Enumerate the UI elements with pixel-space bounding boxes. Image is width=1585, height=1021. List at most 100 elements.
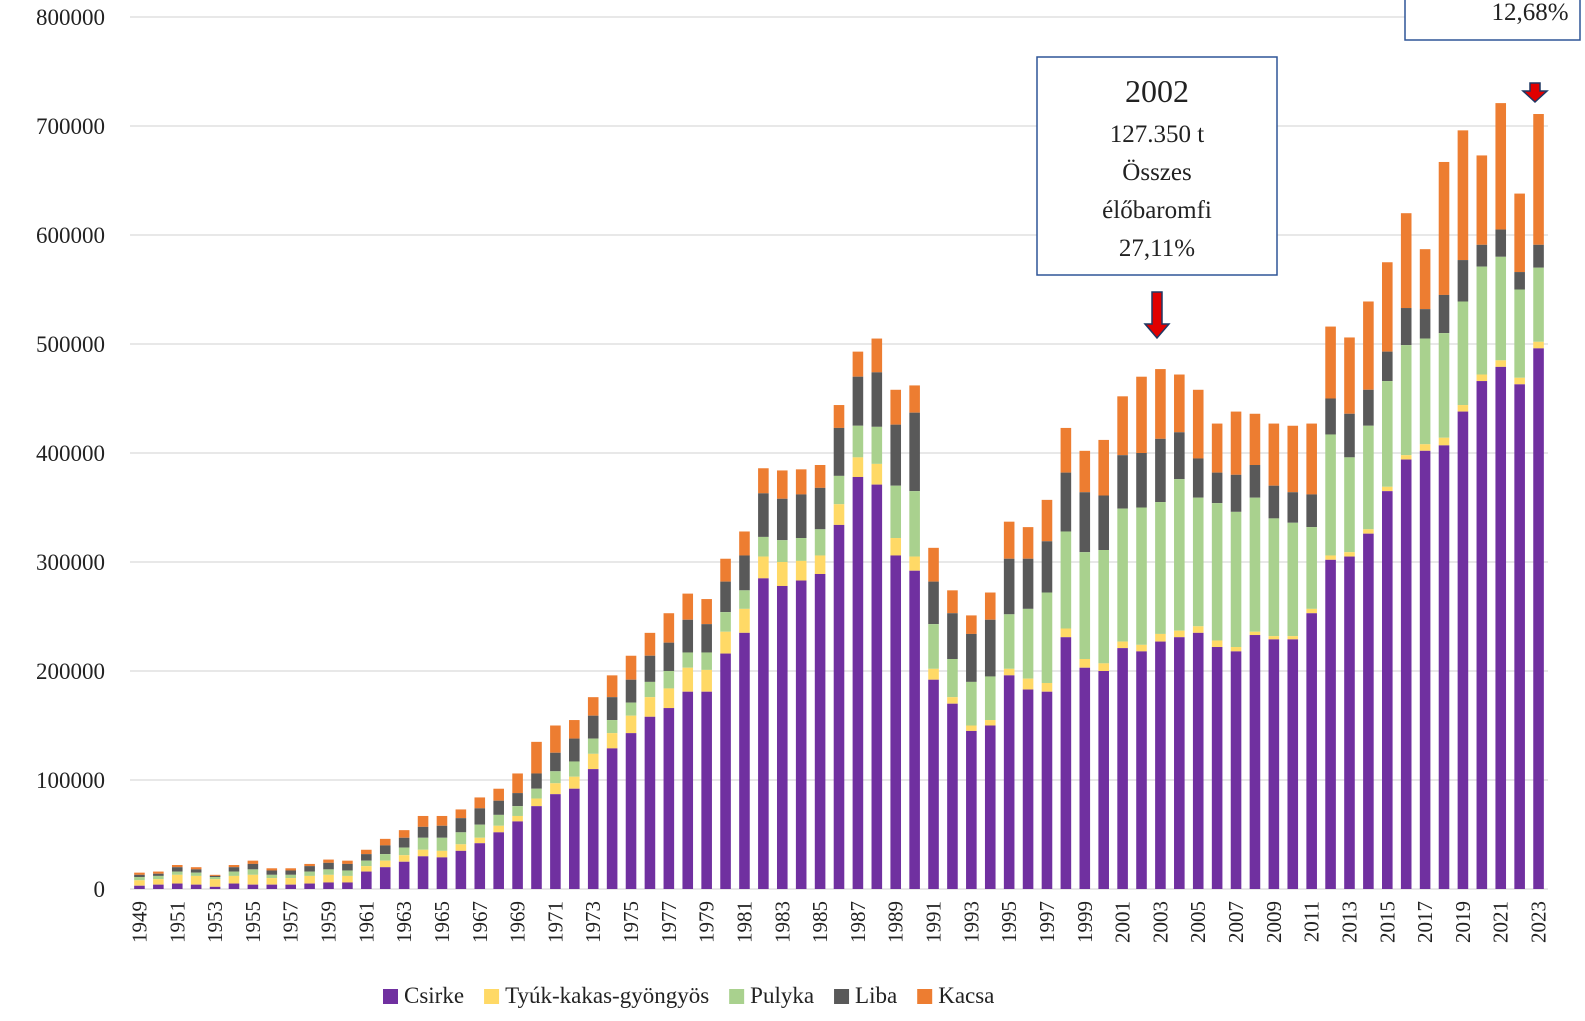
x-tick-label: 2011 xyxy=(1300,901,1324,942)
legend-label: Tyúk-kakas-gyöngyös xyxy=(505,983,709,1008)
bar-segment xyxy=(1155,633,1166,642)
bar-segment xyxy=(1287,639,1299,889)
bar-segment xyxy=(871,484,883,889)
bar-segment xyxy=(928,668,939,680)
bar-segment xyxy=(1457,130,1469,261)
bar-segment xyxy=(361,849,372,855)
bar-segment xyxy=(909,412,920,492)
bar-segment xyxy=(758,468,769,494)
bar-segment xyxy=(266,878,278,885)
x-tick-label: 1983 xyxy=(770,901,794,943)
bar-segment xyxy=(304,871,315,876)
bar-segment xyxy=(1268,423,1280,486)
bar-segment xyxy=(436,825,448,838)
legend-swatch xyxy=(383,989,398,1004)
bar-segment xyxy=(342,863,353,871)
bar-segment xyxy=(909,570,920,889)
bar-segment xyxy=(550,783,561,795)
bar-segment xyxy=(852,457,864,477)
bar-segment xyxy=(1306,608,1317,614)
bar-segment xyxy=(909,556,920,571)
bar-segment xyxy=(682,652,694,668)
bar-segment xyxy=(871,426,883,464)
bar-segment xyxy=(266,868,278,871)
x-tick-label: 1979 xyxy=(695,901,719,943)
bar-segment xyxy=(1117,641,1128,649)
bar-segment xyxy=(1079,450,1091,493)
annotation-text: 27,11% xyxy=(1119,235,1195,262)
bar-segment xyxy=(833,524,845,889)
bar-segment xyxy=(852,476,864,889)
bar-segment xyxy=(739,632,750,889)
x-tick-label: 1965 xyxy=(430,901,454,943)
bar-segment xyxy=(342,860,353,864)
bar-segment xyxy=(1003,675,1015,889)
bar-segment xyxy=(1079,667,1091,889)
bar-segment xyxy=(134,877,145,881)
bar-segment xyxy=(569,738,580,762)
bar-segment xyxy=(266,884,278,889)
bar-segment xyxy=(587,715,599,739)
bar-segment xyxy=(739,531,750,556)
bar-segment xyxy=(1098,663,1109,671)
bar-segment xyxy=(644,681,656,698)
bar-segment xyxy=(720,558,731,582)
bar-segment xyxy=(569,761,580,777)
bar-segment xyxy=(209,877,221,880)
bar-segment xyxy=(1060,531,1072,629)
bar-segment xyxy=(190,869,202,873)
legend-label: Pulyka xyxy=(750,983,814,1008)
bar-segment xyxy=(758,493,769,537)
bar-segment xyxy=(1155,438,1166,503)
bar-segment xyxy=(1495,229,1507,257)
bar-segment xyxy=(1117,648,1128,889)
bar-segment xyxy=(1476,155,1488,245)
bar-segment xyxy=(1192,389,1204,459)
bar-segment xyxy=(417,815,429,827)
bar-segment xyxy=(1268,639,1280,889)
bar-segment xyxy=(795,494,807,539)
bar-segment xyxy=(550,794,561,889)
bar-segment xyxy=(1514,289,1525,378)
bar-segment xyxy=(1438,294,1450,334)
bar-segment xyxy=(720,581,731,613)
bar-segment xyxy=(1306,494,1317,528)
bar-segment xyxy=(720,612,731,632)
bar-segment xyxy=(644,697,656,717)
bar-segment xyxy=(1136,651,1147,889)
bar-segment xyxy=(379,838,391,846)
bar-segment xyxy=(531,741,542,774)
x-tick-label: 1955 xyxy=(241,901,265,943)
bar-segment xyxy=(1230,647,1242,652)
bar-segment xyxy=(361,871,372,889)
bar-segment xyxy=(1287,492,1299,523)
bar-segment xyxy=(209,875,221,878)
bar-segment xyxy=(606,733,618,749)
bar-segment xyxy=(455,850,467,889)
bar-segment xyxy=(1136,507,1147,645)
bar-segment xyxy=(1400,213,1412,309)
bar-segment xyxy=(398,847,410,856)
bar-segment xyxy=(852,376,864,426)
bar-segment xyxy=(814,487,826,530)
bar-segment xyxy=(1079,492,1091,553)
y-tick-label: 700000 xyxy=(36,114,105,139)
bar-segment xyxy=(171,867,183,872)
bar-segment xyxy=(1022,689,1034,889)
bar-segment xyxy=(682,593,694,620)
bar-segment xyxy=(890,424,902,486)
y-tick-label: 300000 xyxy=(36,550,105,575)
bar-segment xyxy=(758,536,769,557)
bar-segment xyxy=(947,659,958,698)
bar-segment xyxy=(1192,632,1204,889)
bar-segment xyxy=(890,555,902,889)
bar-segment xyxy=(228,875,240,884)
bar-segment xyxy=(1060,628,1072,638)
x-tick-label: 1957 xyxy=(279,901,303,943)
bar-segment xyxy=(531,788,542,799)
bar-segment xyxy=(228,883,240,889)
bar-segment xyxy=(1136,644,1147,652)
bar-segment xyxy=(493,814,504,826)
bar-segment xyxy=(379,867,391,889)
x-tick-label: 1975 xyxy=(619,901,643,943)
